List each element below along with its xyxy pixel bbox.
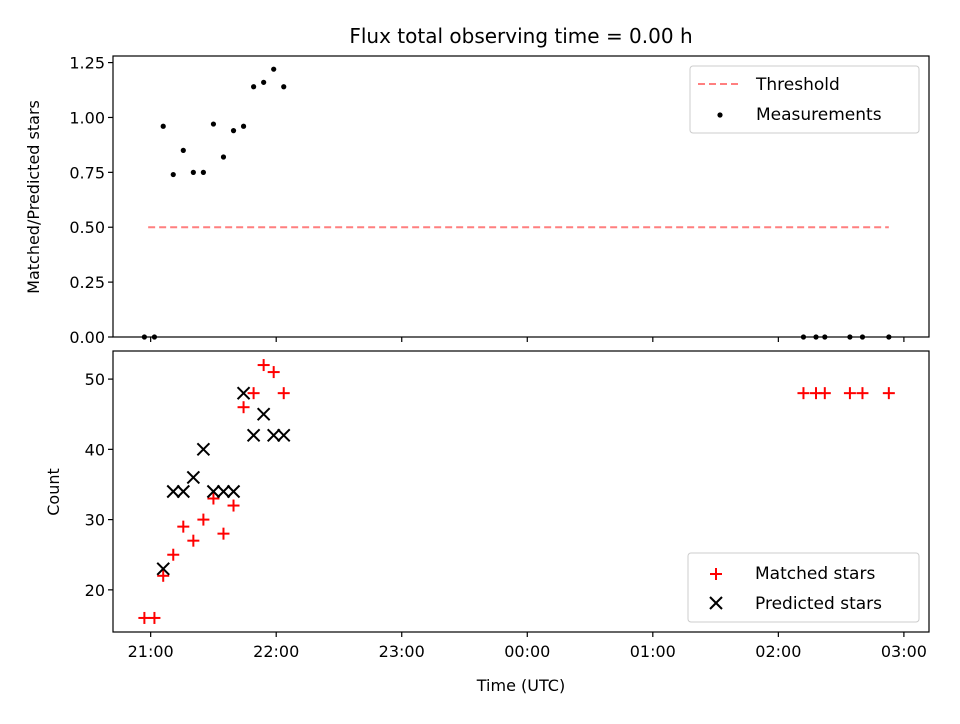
- top-panel: 0.00 0.25 0.50 0.75 1.00 1.25 Matched/Predict…: [24, 54, 930, 347]
- top-legend-box: [689, 65, 920, 134]
- legend-threshold-label: Threshold: [755, 75, 840, 95]
- measurement-point: [160, 123, 166, 129]
- legend-matched-swatch: [710, 568, 722, 580]
- predicted-star-point: [256, 407, 271, 421]
- x-tick-label: 01:00: [630, 642, 676, 661]
- predicted-star-point: [277, 428, 291, 443]
- y-tick-label: 20: [85, 581, 105, 600]
- matched-star-point: [237, 401, 250, 414]
- x-axis-label: Time (UTC): [476, 676, 565, 695]
- predicted-star-point: [226, 484, 241, 499]
- matched-star-point: [148, 611, 161, 624]
- measurement-point: [210, 121, 217, 127]
- legend-predicted-swatch: [709, 596, 723, 610]
- matched-star-point: [217, 527, 230, 540]
- predicted-star-point: [246, 428, 261, 443]
- x-tick-label: 21:00: [128, 642, 174, 661]
- measurement-point: [886, 334, 892, 340]
- bottom-legend: Matched stars Predicted stars: [687, 552, 920, 623]
- measurement-point: [271, 66, 277, 72]
- legend-predicted-label: Predicted stars: [755, 594, 882, 614]
- predicted-star-point: [236, 386, 251, 400]
- matched-star-point: [856, 387, 869, 400]
- matched-star-point: [247, 387, 260, 400]
- top-legend: Threshold Measurements: [689, 65, 920, 134]
- measurement-point: [281, 84, 287, 90]
- predicted-star-point: [166, 484, 180, 499]
- predicted-star-point: [216, 484, 231, 499]
- bottom-x-axis: 21:00 22:00 23:00 00:00 01:00 02:00 03:00: [128, 632, 927, 661]
- matched-star-point: [797, 387, 810, 400]
- x-tick-label: 00:00: [504, 642, 550, 661]
- bottom-y-axis: 20 30 40 50: [85, 370, 113, 600]
- y-tick-label: 0.75: [69, 163, 105, 182]
- matched-star-point: [167, 548, 180, 561]
- matched-star-point: [267, 366, 280, 379]
- predicted-star-point: [196, 442, 211, 457]
- predicted-star-point: [176, 484, 191, 499]
- matched-star-point: [277, 387, 290, 400]
- x-tick-label: 22:00: [253, 642, 299, 661]
- matched-star-point: [157, 569, 170, 582]
- x-tick-label: 23:00: [379, 642, 425, 661]
- measurement-point: [251, 84, 257, 90]
- legend-matched-label: Matched stars: [755, 564, 875, 584]
- matched-star-point: [197, 513, 210, 526]
- matched-star-point: [187, 534, 200, 547]
- measurement-point: [151, 334, 158, 340]
- matched-star-point: [177, 520, 190, 533]
- measurement-point: [261, 79, 267, 85]
- y-tick-label: 1.25: [69, 54, 105, 73]
- bottom-legend-box: [687, 552, 920, 623]
- legend-measurements-swatch: [717, 112, 723, 118]
- x-tick-label: 02:00: [755, 642, 801, 661]
- matched-star-point: [138, 611, 151, 624]
- measurement-point: [859, 334, 866, 340]
- measurement-point: [220, 154, 227, 160]
- predicted-star-point: [266, 428, 281, 443]
- predicted-star-point: [156, 562, 170, 576]
- y-tick-label: 0.00: [69, 328, 105, 347]
- legend-measurements-label: Measurements: [756, 105, 882, 125]
- measurement-point: [170, 171, 176, 178]
- measurement-point: [800, 334, 807, 340]
- measurement-point: [230, 128, 237, 134]
- measurement-point: [180, 147, 186, 153]
- y-tick-label: 40: [85, 440, 105, 459]
- top-y-axis: 0.00 0.25 0.50 0.75 1.00 1.25: [69, 54, 113, 347]
- top-x-ticks: [150, 337, 905, 342]
- measurement-point: [847, 334, 853, 340]
- bottom-panel: 20 30 40 50 21:00 22:00 23:00 00:00 01:00 02:00 0…: [44, 350, 930, 695]
- y-tick-label: 0.25: [69, 273, 105, 292]
- predicted-star-point: [186, 470, 201, 485]
- chart-title: Flux total observing time = 0.00 h: [349, 24, 692, 48]
- y-tick-label: 30: [85, 511, 105, 530]
- matched-star-point: [882, 387, 895, 400]
- matched-star-point: [818, 387, 831, 400]
- measurement-point: [822, 334, 828, 340]
- top-y-axis-label: Matched/Predicted stars: [24, 100, 43, 294]
- measurement-point: [240, 123, 247, 129]
- y-tick-label: 0.50: [69, 218, 105, 237]
- y-tick-label: 1.00: [69, 108, 105, 127]
- measurement-point: [200, 169, 206, 175]
- bottom-y-axis-label: Count: [44, 468, 63, 516]
- bottom-data-marks: [138, 359, 895, 624]
- matched-star-point: [257, 359, 270, 372]
- matched-star-point: [207, 492, 220, 505]
- measurement-point: [813, 334, 819, 340]
- measurement-point: [141, 334, 147, 340]
- x-tick-label: 03:00: [881, 642, 927, 661]
- measurement-point: [190, 169, 196, 175]
- top-data-marks: [141, 66, 892, 340]
- predicted-star-point: [206, 484, 221, 499]
- y-tick-label: 50: [85, 370, 105, 389]
- matched-star-point: [843, 387, 856, 400]
- matched-star-point: [227, 499, 240, 512]
